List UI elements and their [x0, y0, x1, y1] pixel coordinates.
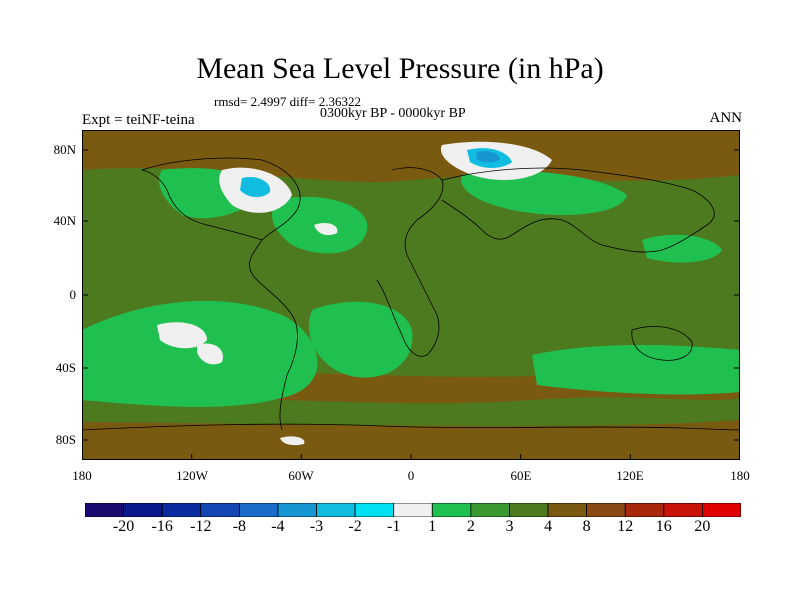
colorbar: [85, 503, 741, 517]
colorbar-label-11: 4: [544, 518, 553, 535]
field-white-atlantic: [314, 222, 338, 236]
field-white-pacific-1: [157, 322, 207, 349]
colorbar-swatch-0: [85, 503, 124, 517]
colorbar-label-15: 20: [694, 518, 711, 535]
experiment-label: Expt = teiNF-teina: [82, 112, 195, 128]
colorbar-swatch-16: [702, 503, 741, 517]
colorbar-label-14: 16: [655, 518, 672, 535]
colorbar-label-10: 3: [505, 518, 514, 535]
lon-label-60w: 60W: [288, 468, 314, 483]
lat-label-40s: 40S: [55, 360, 76, 375]
axis-ticks: [82, 149, 740, 460]
lon-label-180w: 180: [72, 468, 92, 483]
colorbar-label-0: -20: [112, 518, 135, 535]
colorbar-label-5: -3: [309, 518, 324, 535]
field-blue-scandinavia: [476, 151, 500, 163]
colorbar-label-7: -1: [387, 518, 401, 535]
lat-label-0: 0: [69, 287, 77, 302]
colorbar-swatch-13: [586, 503, 626, 517]
lon-label-120w: 120W: [176, 468, 208, 483]
lat-label-80n: 80N: [53, 142, 76, 157]
colorbar-swatch-12: [547, 503, 588, 517]
colorbar-label-6: -2: [348, 518, 362, 535]
field-green-indian: [532, 345, 740, 395]
map-panel: [82, 130, 740, 460]
colorbar-swatch-11: [509, 503, 549, 517]
colorbar-swatch-15: [663, 503, 703, 517]
lat-label-40n: 40N: [53, 213, 76, 228]
colorbar-swatch-7: [354, 503, 395, 517]
colorbar-swatch-6: [316, 503, 356, 517]
colorbar-swatch-10: [470, 503, 510, 517]
colorbar-swatch-9: [431, 503, 472, 517]
colorbar-label-2: -12: [190, 518, 212, 535]
colorbar-swatch-2: [161, 503, 202, 517]
stats-label: rmsd= 2.4997 diff= 2.36322: [214, 94, 361, 109]
lon-label-0: 0: [407, 468, 415, 483]
colorbar-swatch-1: [123, 503, 163, 517]
figure-title: Mean Sea Level Pressure (in hPa): [196, 52, 604, 85]
colorbar-swatch-14: [624, 503, 665, 517]
colorbar-label-8: 1: [428, 518, 437, 535]
colorbar-label-13: 12: [617, 518, 634, 535]
colorbar-swatch-4: [238, 503, 279, 517]
pressure-field-map: [82, 130, 740, 460]
colorbar-label-3: -8: [232, 518, 247, 535]
field-white-pacific-2: [197, 343, 223, 365]
colorbar-swatch-3: [200, 503, 240, 517]
field-green-west-pacific: [642, 234, 722, 263]
colorbar-label-4: -4: [271, 518, 285, 535]
lat-label-80s: 80S: [55, 432, 76, 447]
field-white-antarctic: [280, 436, 305, 446]
field-cyan-canada: [240, 176, 271, 198]
lon-label-60e: 60E: [510, 468, 532, 483]
colorbar-label-9: 2: [466, 518, 475, 535]
colorbar-swatch-5: [277, 503, 317, 517]
lon-label-120e: 120E: [616, 468, 644, 483]
colorbar-label-12: 8: [582, 518, 591, 535]
field-green-south-atlantic: [308, 301, 413, 378]
period-label: 0300kyr BP - 0000kyr BP: [320, 106, 466, 121]
colorbar-swatch-8: [393, 503, 433, 517]
colorbar-label-1: -16: [151, 518, 173, 535]
season-label: ANN: [709, 110, 743, 126]
field-green-eurasia: [461, 171, 627, 215]
lon-label-180e: 180: [730, 468, 750, 483]
coastlines: [82, 157, 740, 431]
